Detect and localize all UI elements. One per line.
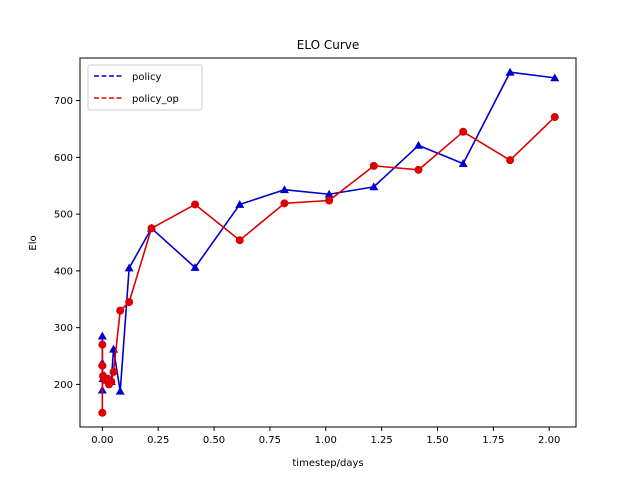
data-point-policy_op [235, 236, 244, 245]
x-tick-label: 0.50 [203, 435, 225, 446]
x-tick-label: 0.00 [91, 435, 113, 446]
y-tick-label: 300 [54, 323, 73, 334]
data-point-policy_op [550, 113, 559, 122]
data-point-policy_op [459, 127, 468, 136]
data-point-policy [369, 182, 379, 191]
y-tick-label: 400 [54, 266, 73, 277]
data-point-policy_op [98, 408, 107, 417]
data-point-policy_op [369, 161, 378, 170]
x-tick-label: 1.50 [426, 435, 448, 446]
data-point-policy [235, 199, 245, 208]
x-axis: 0.00 0.25 0.50 0.75 1.00 1.25 1.50 1.75 2.00 [91, 427, 560, 446]
x-tick-label: 2.00 [538, 435, 560, 446]
data-point-policy [190, 262, 200, 271]
chart-title: ELO Curve [297, 38, 360, 52]
data-point-policy [550, 73, 560, 82]
x-tick-label: 1.00 [315, 435, 337, 446]
x-tick-label: 1.25 [370, 435, 392, 446]
x-axis-label: timestep/days [292, 458, 363, 469]
series-layer [97, 67, 560, 417]
legend-label-policy_op: policy_op [132, 94, 179, 105]
data-point-policy_op [280, 199, 289, 208]
data-point-policy_op [325, 196, 334, 205]
x-tick-label: 1.75 [482, 435, 504, 446]
y-axis-label: Elo [28, 235, 39, 250]
x-tick-label: 0.75 [259, 435, 281, 446]
data-point-policy [97, 331, 107, 340]
data-point-policy_op [414, 165, 423, 174]
plot-area [97, 67, 560, 417]
x-tick-label: 0.25 [147, 435, 169, 446]
legend: policy policy_op [87, 64, 203, 111]
legend-entries: policy policy_op [94, 72, 179, 105]
data-point-policy [124, 263, 134, 272]
data-point-policy_op [125, 298, 134, 307]
data-point-policy [115, 386, 125, 395]
y-axis: 200 300 400 500 600 700 [54, 96, 80, 391]
y-tick-label: 200 [54, 380, 73, 391]
data-point-policy_op [191, 200, 200, 209]
data-point-policy_op [506, 156, 515, 165]
legend-label-policy: policy [132, 72, 162, 83]
y-tick-label: 500 [54, 210, 73, 221]
data-point-policy [458, 159, 468, 167]
data-point-policy_op [98, 340, 107, 349]
data-point-policy_op [109, 367, 118, 376]
data-point-policy_op [116, 306, 125, 315]
data-point-policy [505, 67, 515, 76]
y-tick-label: 700 [54, 96, 73, 107]
plot-frame [79, 57, 577, 428]
data-point-policy [413, 140, 423, 149]
data-point-policy_op [107, 377, 116, 386]
data-point-policy_op [98, 361, 107, 370]
y-tick-label: 600 [54, 153, 73, 164]
data-point-policy_op [147, 224, 156, 233]
data-point-policy [279, 185, 289, 194]
data-point-policy [324, 189, 334, 198]
